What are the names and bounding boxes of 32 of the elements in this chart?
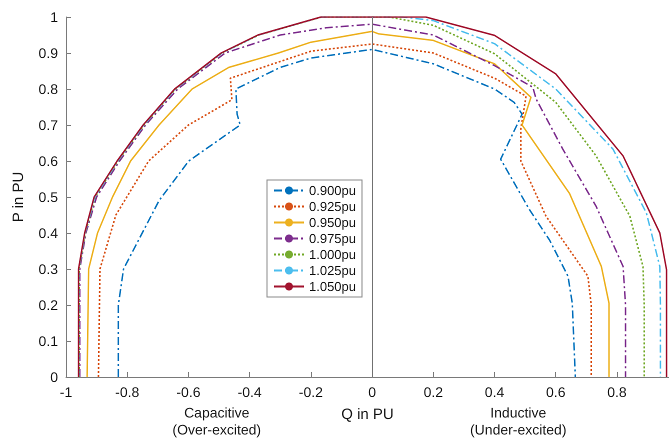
legend-label: 0.975pu xyxy=(309,231,356,246)
legend-label: 1.025pu xyxy=(309,263,356,278)
y-tick-label: 0.8 xyxy=(38,81,58,97)
y-tick-label: 1 xyxy=(50,9,58,25)
legend-label: 0.950pu xyxy=(309,215,356,230)
y-tick-label: 0.1 xyxy=(38,333,58,349)
x-tick-label: -0.2 xyxy=(298,384,324,400)
x-tick-label: 0.2 xyxy=(424,384,444,400)
y-tick-label: 0.4 xyxy=(38,225,58,241)
y-tick-label: 0.9 xyxy=(38,45,58,61)
legend-label: 0.925pu xyxy=(309,199,356,214)
y-tick-label: 0.5 xyxy=(38,189,58,205)
x-tick-label: -0.4 xyxy=(238,384,262,400)
y-tick-label: 0.3 xyxy=(38,261,58,277)
legend-label: 1.050pu xyxy=(309,279,356,294)
x-tick-label: 0 xyxy=(368,384,376,400)
legend-label: 0.900pu xyxy=(309,183,356,198)
text: Inductive (Under-excited) xyxy=(470,404,566,438)
x-tick-label: 0.6 xyxy=(546,384,566,400)
x-tick-label: -0.8 xyxy=(115,384,140,400)
x-axis-title: Q in PU xyxy=(341,406,394,423)
x-tick-label: -0.6 xyxy=(176,384,201,400)
y-tick-label: 0.6 xyxy=(38,153,58,169)
y-tick-label: 0 xyxy=(50,369,58,385)
x-tick-label: 0.4 xyxy=(484,384,504,400)
y-axis-title: P in PU xyxy=(10,172,27,222)
y-tick-label: 0.2 xyxy=(38,297,58,313)
x-tick-label: 0.8 xyxy=(607,384,627,400)
x-tick-label: -1 xyxy=(60,384,72,400)
y-tick-label: 0.7 xyxy=(38,117,58,133)
text: Capacitive (Over-excited) xyxy=(172,404,262,438)
legend-label: 1.000pu xyxy=(309,247,356,262)
